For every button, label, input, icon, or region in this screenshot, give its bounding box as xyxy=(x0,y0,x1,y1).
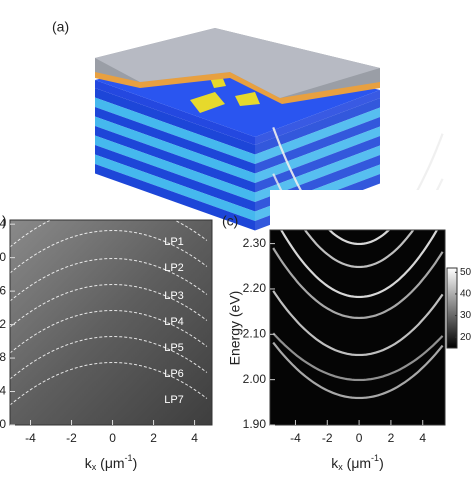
x-axis-label-part: ) xyxy=(379,455,384,471)
cap-top xyxy=(95,28,380,98)
layer xyxy=(95,145,255,212)
x-axis-label: kx (μm-1) xyxy=(331,453,383,472)
layer xyxy=(255,136,380,193)
layer xyxy=(95,97,255,164)
layer xyxy=(255,145,380,202)
emission-branch xyxy=(273,248,442,318)
layer xyxy=(95,80,255,145)
polariton-branch xyxy=(9,257,208,302)
x-axis-label: kx (μm-1) xyxy=(85,453,137,472)
branch-label: LP2 xyxy=(164,262,184,274)
y-tick-label: 2.24 xyxy=(0,384,6,398)
layer xyxy=(95,135,255,202)
colorbar xyxy=(446,267,458,349)
flake xyxy=(190,92,225,113)
x-axis-label-part: -1 xyxy=(371,453,379,463)
x-tick-label: 0 xyxy=(109,431,116,445)
y-tick-label: 2.20 xyxy=(0,417,6,431)
branch-label: LP4 xyxy=(164,316,184,328)
y-tick-label: 2.32 xyxy=(0,317,6,331)
y-tick-label: 2.40 xyxy=(0,250,6,264)
x-tick-label: -2 xyxy=(66,431,77,445)
x-axis-label-part: x xyxy=(338,462,343,472)
emission-branch xyxy=(273,343,442,398)
layer xyxy=(255,98,380,155)
layer xyxy=(95,107,255,174)
polariton-branch xyxy=(9,361,208,406)
y-tick-label: 2.00 xyxy=(243,372,267,386)
x-tick-label: -2 xyxy=(322,431,333,445)
layer xyxy=(95,116,255,183)
y-tick-label: 2.10 xyxy=(243,326,267,340)
layer xyxy=(95,164,255,231)
branch-label: LP1 xyxy=(164,236,184,248)
polariton-branch xyxy=(9,283,208,328)
polariton-branch xyxy=(9,229,208,274)
branch-label: LP5 xyxy=(164,342,184,354)
layer xyxy=(95,126,255,193)
emission-branch xyxy=(273,291,442,355)
x-axis-label-part: (μm xyxy=(96,455,124,471)
colorbar-tick-label: 50 xyxy=(460,267,472,278)
x-axis-label-part: k xyxy=(331,455,339,471)
branch-label: LP3 xyxy=(164,290,184,302)
y-tick-label: 2.20 xyxy=(243,281,267,295)
flake xyxy=(235,92,260,106)
layer xyxy=(95,154,255,221)
emission-branch xyxy=(273,215,442,297)
x-axis-label-part: x xyxy=(92,462,97,472)
colorbar-tick-label: 30 xyxy=(460,310,472,321)
y-tick-label: 1.90 xyxy=(243,417,267,431)
x-axis-label-part: k xyxy=(85,455,93,471)
layer xyxy=(255,90,380,145)
x-axis-label-part: -1 xyxy=(125,453,133,463)
x-axis-label-part: (μm xyxy=(343,455,371,471)
y-tick-label: 2.30 xyxy=(243,236,267,250)
layer xyxy=(95,88,255,155)
x-tick-label: 4 xyxy=(419,431,426,445)
branch-label: LP7 xyxy=(164,394,184,406)
y-tick-label: 2.28 xyxy=(0,350,6,364)
panel-label: (c) xyxy=(222,213,238,229)
x-tick-label: 0 xyxy=(356,431,363,445)
x-tick-label: 2 xyxy=(150,431,157,445)
x-tick-label: 2 xyxy=(388,431,395,445)
layer xyxy=(255,126,380,183)
y-axis-label: Energy (eV) xyxy=(227,291,243,366)
plot-frame xyxy=(269,229,446,426)
x-tick-label: -4 xyxy=(290,431,301,445)
polariton-branch xyxy=(9,309,208,354)
colorbar-tick-label: 40 xyxy=(460,289,472,300)
panel-label: ) xyxy=(2,213,7,229)
polariton-branch xyxy=(9,335,208,380)
y-tick-label: 2.36 xyxy=(0,283,6,297)
plot-mask xyxy=(270,190,445,230)
plot-area xyxy=(10,220,212,425)
layer xyxy=(255,107,380,164)
colorbar-tick-label: 20 xyxy=(460,332,472,343)
emission-branch xyxy=(273,333,442,380)
y-tick-label: 2.44 xyxy=(0,216,6,230)
panel-label: (a) xyxy=(52,19,69,35)
x-tick-label: 4 xyxy=(191,431,198,445)
x-axis-label-part: ) xyxy=(133,455,138,471)
plot-frame xyxy=(9,219,213,426)
x-tick-label: -4 xyxy=(25,431,36,445)
branch-label: LP6 xyxy=(164,368,184,380)
